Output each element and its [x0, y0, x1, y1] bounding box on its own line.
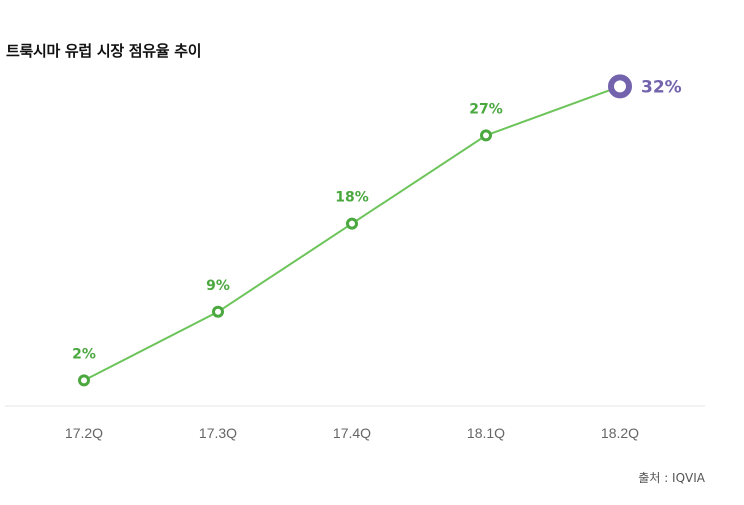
data-label-17.2Q: 2% [72, 346, 96, 362]
x-tick-label-17.2Q: 17.2Q [65, 425, 103, 441]
source-note: 출처 : IQVIA [638, 471, 705, 485]
data-points [78, 74, 632, 387]
data-label-18.1Q: 27% [469, 101, 503, 117]
data-label-18.2Q: 32% [641, 77, 682, 97]
x-tick-label-17.3Q: 17.3Q [199, 425, 237, 441]
data-point-17.2Q [78, 374, 90, 387]
series-line [83, 85, 621, 382]
chart-title: 트룩시마 유럽 시장 점유율 추이 [6, 42, 202, 60]
data-point-17.3Q [212, 305, 224, 318]
data-label-17.4Q: 18% [335, 190, 369, 206]
data-point-18.2Q [608, 74, 632, 99]
x-tick-label-18.2Q: 18.2Q [601, 425, 639, 441]
data-point-17.4Q [346, 217, 358, 230]
data-point-18.1Q [480, 129, 492, 142]
x-tick-label-18.1Q: 18.1Q [467, 425, 505, 441]
x-tick-label-17.4Q: 17.4Q [333, 425, 371, 441]
series-line-layer [83, 85, 621, 382]
data-labels: 2% 9% 18% 27% 32% [72, 77, 682, 362]
x-tick-labels: 17.2Q 17.3Q 17.4Q 18.1Q 18.2Q [65, 425, 639, 441]
data-label-17.3Q: 9% [206, 278, 230, 294]
